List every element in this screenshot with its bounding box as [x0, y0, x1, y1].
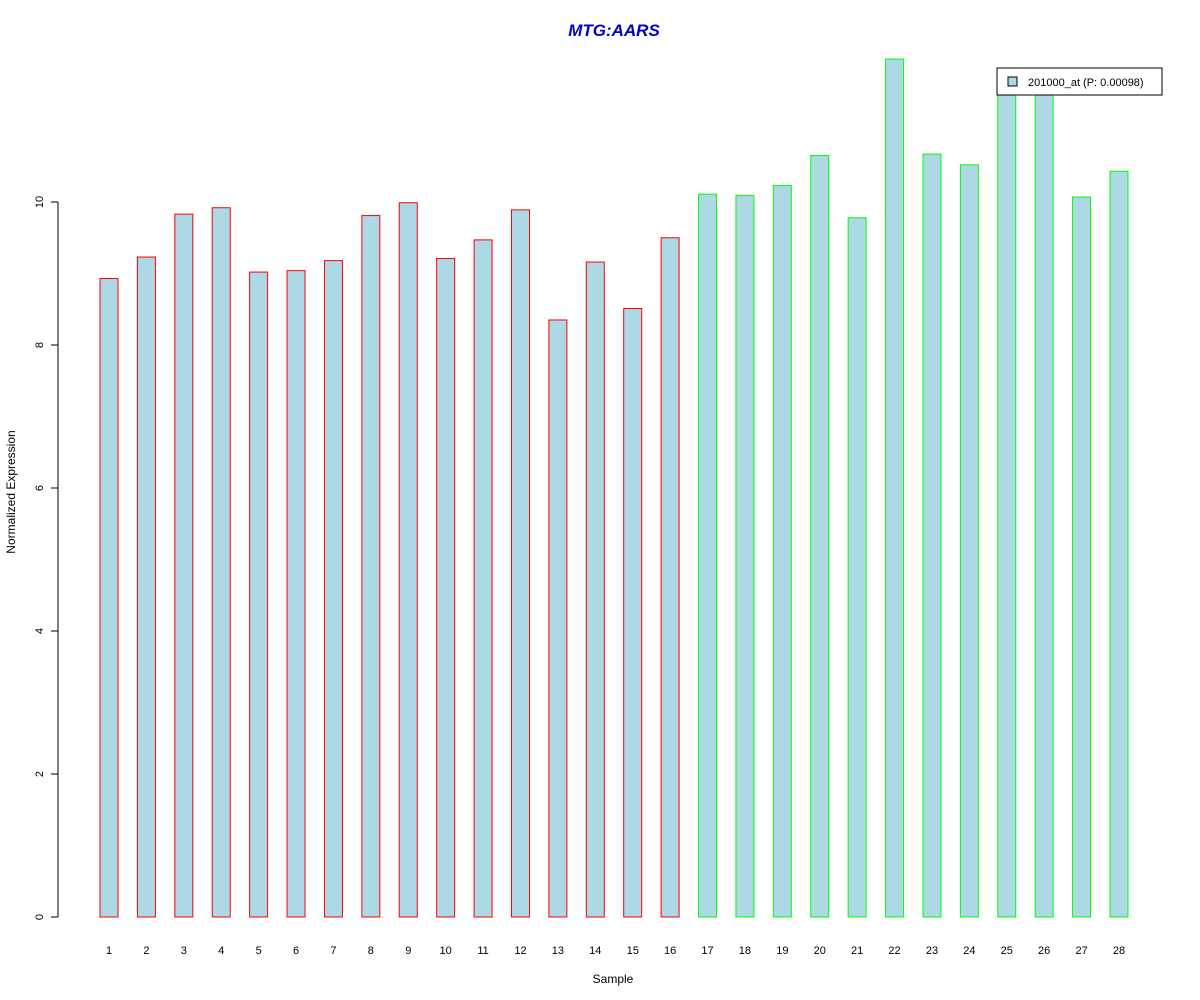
bar-sample-2 [136, 256, 156, 918]
bar-sample-26 [1034, 90, 1054, 918]
x-tick-label: 8 [368, 945, 374, 957]
x-tick-label: 17 [701, 945, 713, 957]
bar-sample-28 [1109, 170, 1129, 918]
bar-sample-24 [959, 164, 979, 918]
bar-sample-10 [436, 257, 456, 918]
x-tick-label: 2 [143, 945, 149, 957]
y-tick-label: 6 [34, 485, 46, 491]
x-tick-label: 16 [664, 945, 676, 957]
x-tick-label: 6 [293, 945, 299, 957]
x-tick-label: 18 [739, 945, 751, 957]
x-tick-label: 11 [477, 945, 488, 957]
x-tick-label: 23 [926, 945, 938, 957]
bar-sample-8 [361, 215, 381, 918]
bar-sample-9 [398, 202, 418, 918]
y-axis: 0 2 4 6 8 10 [34, 196, 59, 920]
bar-sample-7 [323, 260, 343, 918]
bar-sample-17 [698, 193, 718, 918]
x-tick-label: 21 [851, 945, 863, 957]
bar-sample-18 [735, 195, 755, 918]
y-tick-label: 10 [34, 196, 46, 208]
x-tick-labels: 1 2 3 4 5 6 7 8 9 10 11 12 13 14 15 16 17 18 19 20 21 22 23 24 2… [106, 945, 1125, 957]
legend: 201000_at (P: 0.00098) [996, 67, 1163, 96]
bar-sample-16 [660, 237, 680, 918]
x-tick-label: 19 [776, 945, 788, 957]
x-tick-label: 12 [514, 945, 526, 957]
y-tick-label: 8 [34, 342, 46, 348]
y-tick-label: 4 [34, 628, 46, 634]
bar-sample-15 [623, 308, 643, 918]
x-tick-label: 27 [1075, 945, 1087, 957]
x-tick-label: 13 [552, 945, 564, 957]
bar-sample-14 [585, 261, 605, 918]
bar-sample-11 [473, 239, 493, 918]
y-tick-label: 2 [34, 771, 46, 777]
x-tick-label: 1 [106, 945, 112, 957]
bar-sample-19 [772, 185, 792, 918]
x-tick-label: 15 [627, 945, 639, 957]
bar-sample-13 [548, 319, 568, 918]
legend-label: 201000_at (P: 0.00098) [1028, 77, 1144, 89]
x-tick-label: 25 [1001, 945, 1013, 957]
x-axis-title: Sample [593, 972, 634, 986]
legend-swatch [1007, 76, 1018, 87]
bar-sample-12 [510, 209, 530, 918]
bar-sample-20 [810, 155, 830, 918]
x-tick-label: 22 [888, 945, 900, 957]
bar-sample-5 [249, 271, 269, 918]
x-tick-label: 7 [330, 945, 336, 957]
x-tick-label: 14 [589, 945, 601, 957]
x-tick-label: 4 [218, 945, 224, 957]
bar-sample-6 [286, 270, 306, 918]
chart-title: MTG:AARS [568, 21, 660, 40]
y-tick-label: 0 [34, 914, 46, 920]
x-tick-label: 20 [814, 945, 826, 957]
x-tick-label: 26 [1038, 945, 1050, 957]
x-tick-label: 10 [440, 945, 452, 957]
bars [99, 58, 1129, 918]
bar-sample-23 [922, 153, 942, 918]
bar-sample-22 [885, 58, 905, 918]
bar-sample-27 [1072, 196, 1092, 918]
x-tick-label: 28 [1113, 945, 1125, 957]
bar-sample-1 [99, 278, 119, 918]
bar-sample-3 [174, 213, 194, 918]
bar-sample-21 [847, 217, 867, 918]
x-tick-label: 5 [256, 945, 262, 957]
y-axis-title: Normalized Expression [4, 430, 18, 553]
x-tick-label: 9 [405, 945, 411, 957]
x-tick-label: 3 [181, 945, 187, 957]
legend-box [996, 67, 1163, 96]
bar-sample-4 [211, 207, 231, 918]
x-tick-label: 24 [963, 945, 975, 957]
bar-sample-25 [997, 90, 1017, 918]
